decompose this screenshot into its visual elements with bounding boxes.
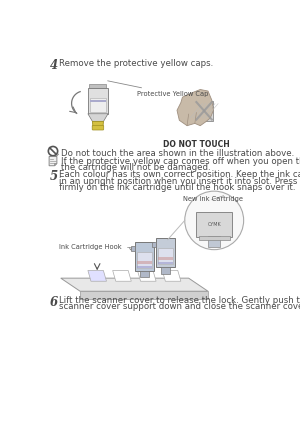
Text: Lift the scanner cover to release the lock. Gently push the: Lift the scanner cover to release the lo…: [59, 296, 300, 305]
Text: Protective Yellow Cap: Protective Yellow Cap: [108, 81, 208, 97]
Polygon shape: [137, 270, 156, 281]
Text: Ink Cartridge Hook: Ink Cartridge Hook: [59, 244, 132, 250]
Text: the cartridge will not be damaged.: the cartridge will not be damaged.: [61, 164, 210, 173]
FancyBboxPatch shape: [92, 125, 104, 130]
Polygon shape: [156, 238, 175, 267]
Text: in an upright position when you insert it into slot. Press down: in an upright position when you insert i…: [59, 176, 300, 185]
Text: If the protective yellow cap comes off when you open the bag,: If the protective yellow cap comes off w…: [61, 157, 300, 166]
Polygon shape: [90, 100, 106, 102]
Polygon shape: [131, 246, 135, 251]
Polygon shape: [162, 270, 181, 281]
Polygon shape: [208, 236, 220, 246]
Text: 5: 5: [50, 170, 58, 183]
Polygon shape: [158, 258, 173, 260]
Polygon shape: [61, 278, 208, 291]
Polygon shape: [88, 88, 108, 114]
Text: CYMK: CYMK: [207, 222, 221, 227]
FancyBboxPatch shape: [196, 212, 232, 237]
Polygon shape: [177, 90, 213, 126]
Polygon shape: [89, 84, 106, 88]
Text: firmly on the ink cartridge until the hook snaps over it.: firmly on the ink cartridge until the ho…: [59, 183, 296, 192]
Polygon shape: [80, 291, 208, 299]
Polygon shape: [88, 270, 106, 281]
FancyBboxPatch shape: [137, 252, 152, 268]
Polygon shape: [113, 270, 131, 281]
Text: Remove the protective yellow caps.: Remove the protective yellow caps.: [59, 59, 214, 68]
Polygon shape: [137, 261, 152, 264]
Polygon shape: [196, 101, 213, 121]
Text: 4: 4: [50, 59, 58, 72]
Polygon shape: [92, 122, 104, 127]
Polygon shape: [55, 164, 57, 166]
Polygon shape: [49, 156, 57, 166]
Polygon shape: [152, 242, 156, 247]
Polygon shape: [158, 262, 173, 264]
Polygon shape: [140, 271, 149, 278]
Text: 6: 6: [50, 296, 58, 309]
FancyBboxPatch shape: [158, 248, 173, 264]
FancyBboxPatch shape: [90, 98, 106, 112]
FancyBboxPatch shape: [199, 236, 230, 240]
Polygon shape: [161, 267, 170, 274]
Polygon shape: [137, 266, 152, 268]
Text: scanner cover support down and close the scanner cover.: scanner cover support down and close the…: [59, 302, 300, 311]
Circle shape: [185, 191, 244, 249]
Text: Each colour has its own correct position. Keep the ink cartridge: Each colour has its own correct position…: [59, 170, 300, 179]
Text: DO NOT TOUCH: DO NOT TOUCH: [163, 139, 230, 149]
Text: Do not touch the area shown in the illustration above.: Do not touch the area shown in the illus…: [61, 149, 294, 158]
Text: New Ink Cartridge: New Ink Cartridge: [183, 196, 243, 202]
Polygon shape: [135, 242, 154, 271]
Polygon shape: [88, 114, 108, 122]
